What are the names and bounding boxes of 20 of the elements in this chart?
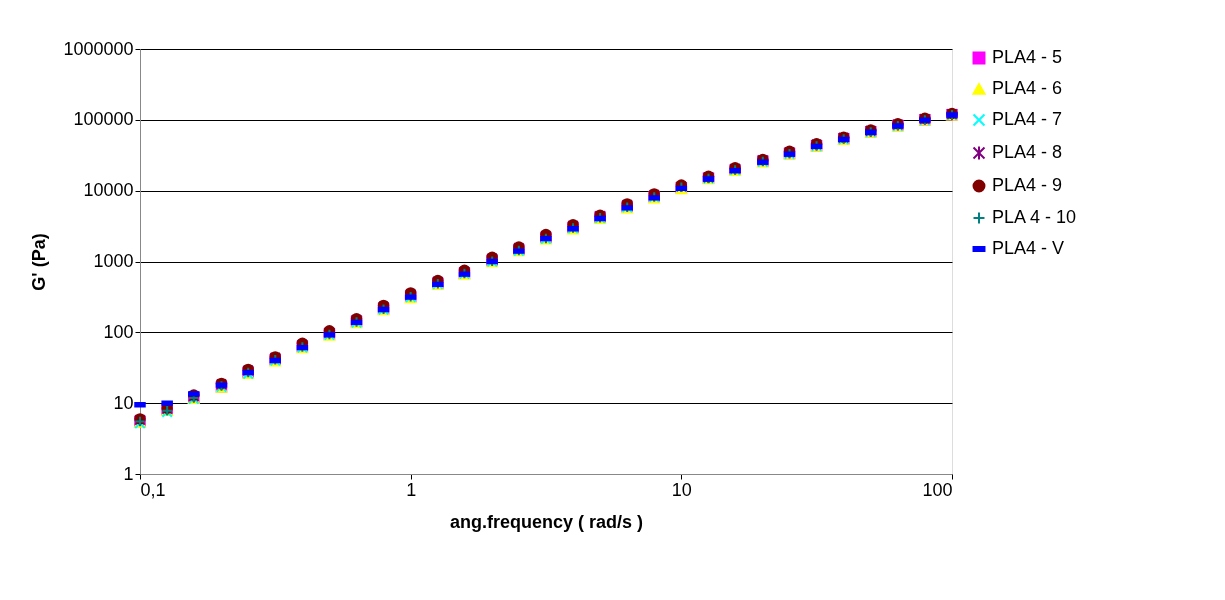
x-tick-label: 10 [671,479,692,500]
y-tick-label: 1 [123,463,134,484]
x-axis-title: ang.frequency ( rad/s ) [449,511,644,532]
y-tick-label: 1000000 [63,38,134,59]
legend-label: PLA4 - 8 [992,142,1063,162]
legend-label: PLA4 - V [992,238,1065,258]
legend-label: PLA4 - 7 [992,109,1063,129]
y-tick-label: 10 [113,392,134,413]
y-tick-label: 100000 [73,109,134,130]
legend-label: PLA4 - 5 [992,47,1063,67]
y-axis-title: G' (Pa) [29,233,50,291]
y-tick-label: 100 [103,321,134,342]
legend-label: PLA4 - 9 [992,175,1063,195]
y-tick-label: 1000 [93,251,134,271]
legend-label: PLA4 - 6 [992,78,1063,98]
x-tick-label: 1 [406,479,417,500]
x-tick-label: 0,1 [140,479,166,500]
y-tick-label: 10000 [83,180,134,201]
x-tick-label: 100 [922,479,953,500]
legend-label: PLA 4 - 10 [992,207,1077,227]
